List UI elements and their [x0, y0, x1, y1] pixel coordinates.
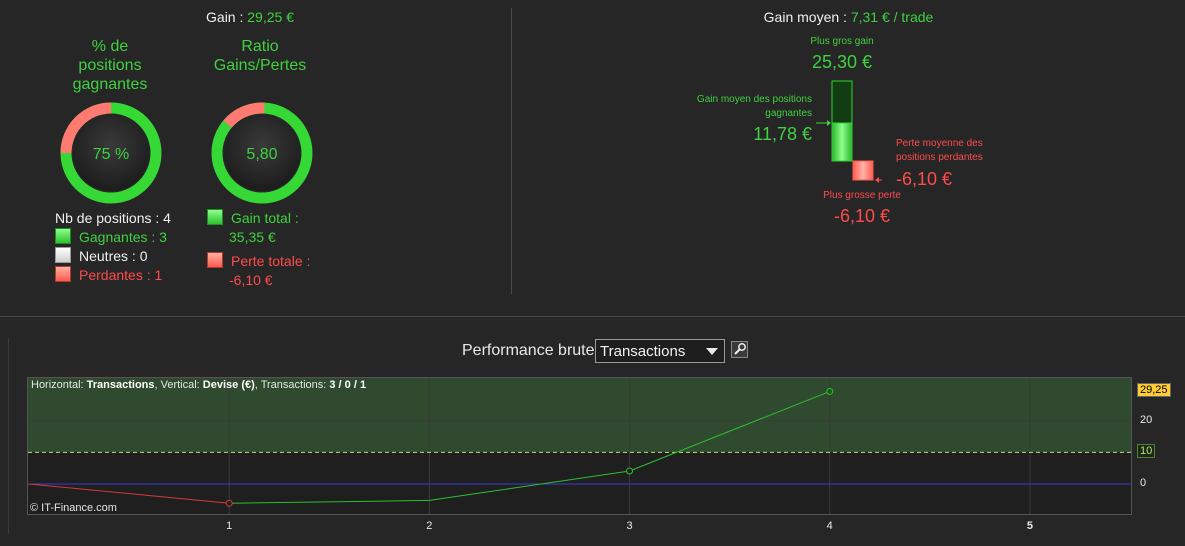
ratio-title: Ratio Gains/Pertes [200, 37, 320, 75]
avg-gain-title: Gain moyen : 7,31 € / trade [512, 9, 1185, 25]
chart-info-text: , Vertical: [154, 379, 203, 391]
loss-total-value: -6,10 € [229, 272, 273, 288]
gauge-center [73, 115, 149, 191]
avg-win-bar [831, 122, 853, 162]
avg-bars [816, 80, 882, 183]
performance-chart[interactable] [27, 377, 1132, 515]
series-point [826, 387, 834, 395]
red-swatch [207, 252, 223, 268]
vertical-divider [511, 8, 512, 294]
select-value: Transactions [600, 343, 686, 360]
x-tick: 4 [826, 520, 833, 532]
gauge-red-arc [60, 102, 162, 204]
pct-winning-gauge: 75 % [56, 98, 166, 208]
chart-info-loss: 1 [359, 379, 367, 391]
y-tick: 0 [1140, 476, 1147, 489]
copyright: © IT-Finance.com [30, 502, 117, 514]
positions-winners: Gagnantes : 3 [55, 228, 167, 247]
series-segment [629, 390, 830, 472]
ratio-title-line: Gains/Pertes [213, 57, 307, 74]
max-gain-value: 25,30 € [811, 52, 873, 72]
chart-info: Horizontal: Transactions, Vertical: Devi… [31, 379, 366, 391]
performance-label: Performance brute [462, 342, 595, 359]
x-tick: 3 [626, 520, 633, 532]
series-segment [429, 470, 630, 501]
max-loss-label: Plus grosse perte [823, 190, 901, 201]
y-tick: 20 [1140, 413, 1153, 426]
chart-info-bold: Devise (€) [202, 379, 255, 391]
positions-neutral: Neutres : 0 [55, 247, 147, 266]
chevron-down-icon[interactable] [704, 344, 720, 358]
gain-title: Gain : 29,25 € [0, 9, 500, 25]
x-tick: 1 [226, 520, 233, 532]
chart-info-win: 3 [329, 379, 336, 391]
losers-text: Perdantes : 1 [79, 267, 163, 283]
max-gain-label: Plus gros gain [810, 36, 874, 47]
avg-gain-value: 7,31 € / trade [850, 9, 934, 25]
series-segment [229, 499, 430, 504]
chart-plot [28, 378, 1131, 514]
left-divider [8, 338, 9, 534]
pct-title-line: % de [91, 38, 129, 55]
chart-info-text: Horizontal: [31, 379, 87, 391]
avg-loss-bar [852, 160, 874, 181]
wrench-icon[interactable] [732, 342, 747, 357]
ratio-gauge: 5,80 [207, 98, 317, 208]
neutral-text: Neutres : 0 [79, 248, 148, 264]
positions-losers: Perdantes : 1 [55, 266, 162, 285]
positions-total: Nb de positions : 4 [55, 210, 171, 226]
pct-winning-title: % de positions gagnantes [55, 37, 165, 94]
loss-total-label: Perte totale : [231, 253, 311, 269]
pct-gauge-value: 75 % [93, 146, 129, 163]
avg-win-label: Gain moyen des positions gagnantes [662, 93, 812, 121]
x-tick: 5 [1026, 520, 1033, 532]
gauge-red-arc [211, 102, 313, 204]
avg-loss-value: -6,10 € [896, 169, 953, 189]
series-segment [28, 483, 230, 504]
ratio-gauge-value: 5,80 [246, 146, 277, 163]
series-point [225, 499, 233, 507]
chart-info-bold: Transactions [86, 379, 155, 391]
avg-loss-label-line: Perte moyenne des [896, 138, 983, 149]
horizontal-divider [0, 316, 1185, 317]
green-swatch [55, 228, 71, 244]
transactions-select[interactable]: Transactions [595, 339, 725, 363]
x-tick: 2 [426, 520, 433, 532]
gain-value: 29,25 € [247, 9, 294, 25]
loss-total: Perte totale : -6,10 € [207, 252, 310, 290]
gain-total-label: Gain total : [231, 210, 299, 226]
ratio-title-line: Ratio [241, 38, 279, 55]
green-swatch [207, 209, 223, 225]
avg-loss-label-line: positions perdantes [896, 152, 983, 163]
gain-total-value: 35,35 € [229, 229, 276, 245]
arrow-left-icon [875, 177, 879, 183]
avg-win-label-line: Gain moyen des positions [696, 94, 812, 105]
pct-title-line: positions [78, 57, 142, 74]
white-swatch [55, 247, 71, 263]
arrow-right-icon [827, 120, 831, 126]
avg-loss-label: Perte moyenne des positions perdantes [896, 137, 1016, 165]
chart-info-sep: / [350, 379, 360, 391]
pct-title-line: gagnantes [72, 76, 148, 93]
y-marker-current: 29,25 [1137, 383, 1171, 398]
max-loss-value: -6,10 € [833, 206, 891, 226]
red-swatch [55, 266, 71, 282]
gauge-center [224, 115, 300, 191]
gain-total: Gain total : 35,35 € [207, 209, 299, 247]
winners-text: Gagnantes : 3 [79, 229, 167, 245]
series-point [626, 467, 634, 475]
chart-info-text: , Transactions: [254, 379, 330, 391]
chart-info-sep: / [335, 379, 345, 391]
avg-gain-label: Gain moyen : [763, 9, 851, 25]
target-zone [28, 378, 1131, 453]
avg-win-label-line: gagnantes [765, 108, 812, 119]
chart-info-neutral: 0 [344, 379, 351, 391]
y-marker-target: 10 [1137, 444, 1156, 459]
avg-win-value: 11,78 € [753, 124, 812, 144]
settings-button[interactable] [731, 341, 748, 358]
gain-label: Gain : [206, 9, 248, 25]
